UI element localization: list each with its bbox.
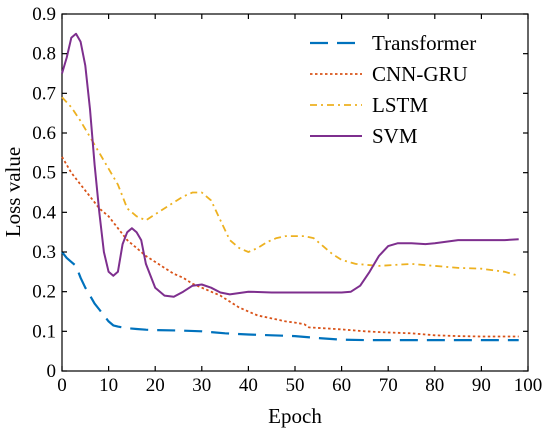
legend-label-cnn-gru: CNN-GRU [372, 62, 468, 86]
y-axis: 0 0.1 0.2 0.3 0.4 0.5 0.6 0.7 0.8 0.9 [32, 4, 528, 382]
y-tick-label: 0.6 [32, 123, 56, 144]
series-line-transformer [61, 251, 519, 342]
series-line-svm [61, 32, 519, 298]
y-tick-label: 0.7 [32, 83, 56, 104]
x-tick-label: 70 [379, 375, 398, 396]
legend-label-lstm: LSTM [372, 93, 428, 117]
x-axis-label: Epoch [268, 404, 322, 428]
y-tick-label: 0.4 [32, 202, 56, 223]
x-tick-label: 10 [99, 375, 118, 396]
x-tick-label: 50 [286, 375, 305, 396]
x-tick-label: 60 [332, 375, 351, 396]
y-tick-label: 0.5 [32, 163, 56, 184]
x-tick-label: 30 [192, 375, 211, 396]
series-line-cnn-gru [61, 156, 519, 338]
y-tick-label: 0.8 [32, 44, 56, 65]
y-tick-label: 0 [47, 361, 57, 382]
legend-label-svm: SVM [372, 124, 418, 148]
x-tick-label: 20 [146, 375, 165, 396]
y-axis-label: Loss value [1, 147, 25, 237]
series-line-lstm [61, 96, 519, 277]
x-tick-label: 100 [514, 375, 543, 396]
series-layer [61, 32, 519, 342]
legend-label-transformer: Transformer [372, 31, 476, 55]
legend: Transformer CNN-GRU LSTM SVM [310, 31, 476, 148]
y-tick-label: 0.9 [32, 4, 56, 25]
y-tick-label: 0.1 [32, 321, 56, 342]
x-tick-label: 80 [425, 375, 444, 396]
x-tick-label: 90 [472, 375, 491, 396]
x-tick-label: 40 [239, 375, 258, 396]
x-axis: 0 10 20 30 40 50 60 70 80 90 100 [57, 14, 542, 396]
y-tick-label: 0.3 [32, 242, 56, 263]
x-tick-label: 0 [57, 375, 67, 396]
y-tick-label: 0.2 [32, 282, 56, 303]
